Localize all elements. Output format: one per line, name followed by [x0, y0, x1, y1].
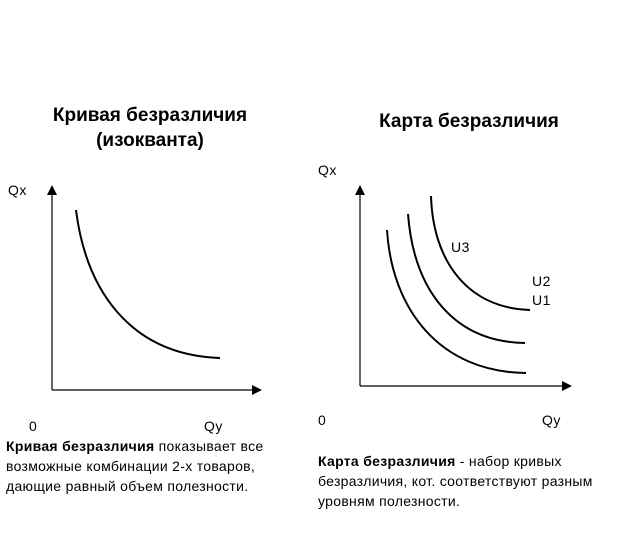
right-x-axis-label: Qy	[542, 412, 561, 428]
left-description-term: Кривая безразличия	[6, 438, 155, 454]
indifference-curve-u1	[386, 229, 527, 374]
left-title: Кривая безразличия (изокванта)	[20, 103, 280, 153]
left-description: Кривая безразличия показывает все возмож…	[6, 436, 296, 496]
curve-label-u1: U1	[532, 292, 551, 308]
right-axes	[355, 185, 572, 391]
right-description-text: - набор кривых безразличия, кот. соответ…	[318, 453, 593, 509]
right-description-term: Карта безразличия	[318, 453, 456, 469]
right-y-axis-label: Qx	[318, 162, 337, 178]
left-x-axis-label: Qy	[204, 418, 223, 434]
left-origin-label: 0	[29, 418, 38, 434]
left-title-line2: (изокванта)	[96, 130, 204, 151]
left-axes	[47, 185, 262, 395]
curve-label-u3: U3	[451, 239, 470, 255]
left-y-axis-label: Qx	[8, 182, 27, 198]
curve-label-u2: U2	[532, 273, 551, 289]
right-title: Карта безразличия	[379, 111, 559, 132]
indifference-curve-u2	[407, 213, 526, 344]
left-title-line1: Кривая безразличия	[52, 105, 248, 126]
left-description-text: показывает все возможные комбинации 2-х …	[6, 438, 264, 494]
indifference-curve-u3	[430, 195, 531, 311]
right-origin-label: 0	[318, 412, 327, 428]
right-description: Карта безразличия - набор кривых безразл…	[318, 451, 608, 511]
left-indifference-curve	[75, 209, 221, 359]
